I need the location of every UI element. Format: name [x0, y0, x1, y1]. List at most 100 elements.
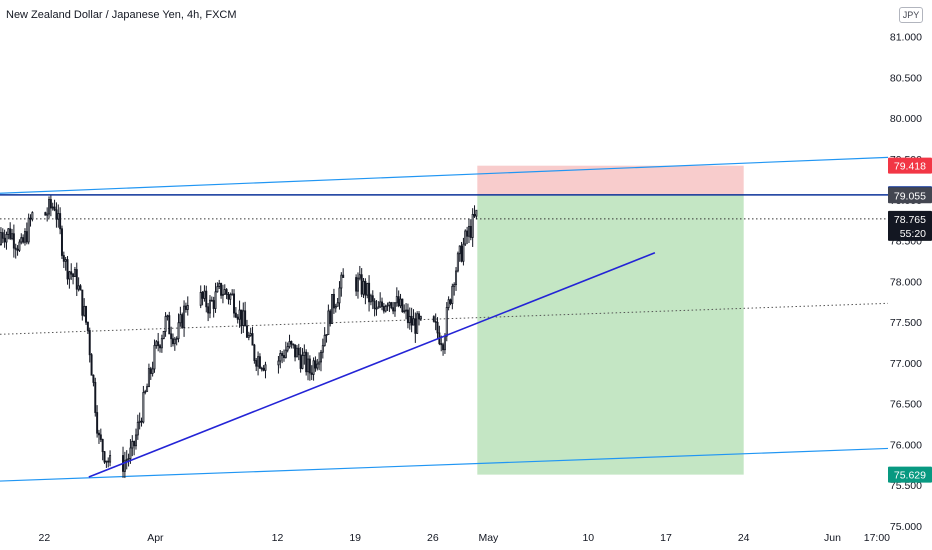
candle [469, 225, 472, 238]
candle [203, 290, 206, 299]
candle [14, 247, 17, 250]
y-axis-tick-label: 76.500 [890, 399, 922, 411]
candle [369, 295, 372, 303]
candle [81, 289, 84, 316]
candle [136, 421, 139, 436]
candle [471, 214, 474, 238]
candle [77, 285, 80, 290]
candle [434, 320, 437, 323]
candle [18, 241, 21, 251]
candle [9, 228, 12, 239]
candle [3, 237, 6, 243]
stop-loss-price-tag: 79.418 [894, 161, 926, 173]
candle [262, 367, 265, 371]
x-axis-tick-label: May [478, 532, 499, 544]
candle [20, 237, 23, 243]
candle [44, 212, 47, 216]
candle [97, 432, 100, 436]
candle [257, 356, 260, 367]
candle [23, 231, 26, 243]
candle [458, 245, 461, 255]
candle [99, 434, 102, 440]
candle [388, 302, 391, 306]
candle [418, 313, 421, 320]
candle [109, 455, 112, 463]
candle [329, 310, 332, 324]
candle [72, 273, 75, 277]
candle [233, 293, 236, 314]
candle [162, 330, 165, 340]
candle [403, 310, 406, 313]
candle [362, 280, 365, 295]
candle [453, 284, 456, 287]
candle [292, 343, 295, 346]
candle [377, 306, 380, 309]
candle [170, 333, 173, 340]
last-price-tag: 78.765 [894, 214, 926, 226]
candle [138, 420, 141, 423]
candle [386, 304, 389, 307]
candle [442, 344, 445, 351]
candle [295, 347, 298, 358]
candle [177, 322, 180, 339]
candle [451, 285, 454, 304]
candle [334, 305, 337, 309]
candle [312, 360, 315, 375]
candle [212, 300, 215, 309]
candle [166, 315, 169, 318]
take-profit-price-tag: 75.629 [894, 470, 926, 482]
candle [22, 237, 25, 243]
y-axis-tick-label: 80.000 [890, 113, 922, 125]
candle [323, 334, 326, 347]
candle [286, 346, 289, 351]
currency-button[interactable]: JPY [899, 7, 923, 23]
candle [51, 206, 54, 209]
candle [155, 341, 158, 346]
candle [129, 447, 132, 459]
x-axis-tick-label: Apr [147, 532, 164, 544]
x-axis-tick-label: 17:00 [864, 532, 890, 544]
candle [249, 333, 252, 336]
x-axis-tick-label: 26 [427, 532, 439, 544]
candle [244, 310, 247, 327]
candle [307, 358, 310, 373]
candle [260, 367, 263, 370]
y-axis-tick-label: 77.500 [890, 317, 922, 329]
candle [331, 293, 334, 324]
candle [146, 386, 149, 392]
candle [412, 318, 415, 326]
candle [264, 364, 267, 371]
candle [303, 351, 306, 356]
take-profit-zone [477, 195, 744, 475]
candle [11, 233, 14, 239]
candle [414, 318, 417, 334]
candle [86, 321, 89, 331]
candle [186, 304, 189, 310]
candle [445, 307, 448, 337]
candle [133, 440, 136, 447]
candle [381, 301, 384, 307]
candle [147, 368, 150, 388]
symbol-title[interactable]: New Zealand Dollar / Japanese Yen, 4h, F… [6, 9, 237, 21]
candle [419, 316, 422, 320]
candle [153, 344, 156, 370]
candle [103, 451, 106, 463]
last-price-tag-bg [888, 210, 932, 241]
candle [314, 360, 317, 369]
candle [310, 372, 313, 375]
candle [107, 460, 110, 463]
candle [140, 420, 143, 423]
candle [142, 392, 145, 423]
candle [175, 338, 178, 340]
candle [31, 212, 34, 220]
candle [282, 355, 285, 358]
candle [332, 293, 335, 309]
candle [144, 391, 147, 393]
candle [5, 234, 8, 243]
candle [225, 289, 228, 295]
candle [379, 301, 382, 308]
candle [251, 333, 254, 346]
candle [408, 315, 411, 324]
candle [125, 459, 128, 462]
